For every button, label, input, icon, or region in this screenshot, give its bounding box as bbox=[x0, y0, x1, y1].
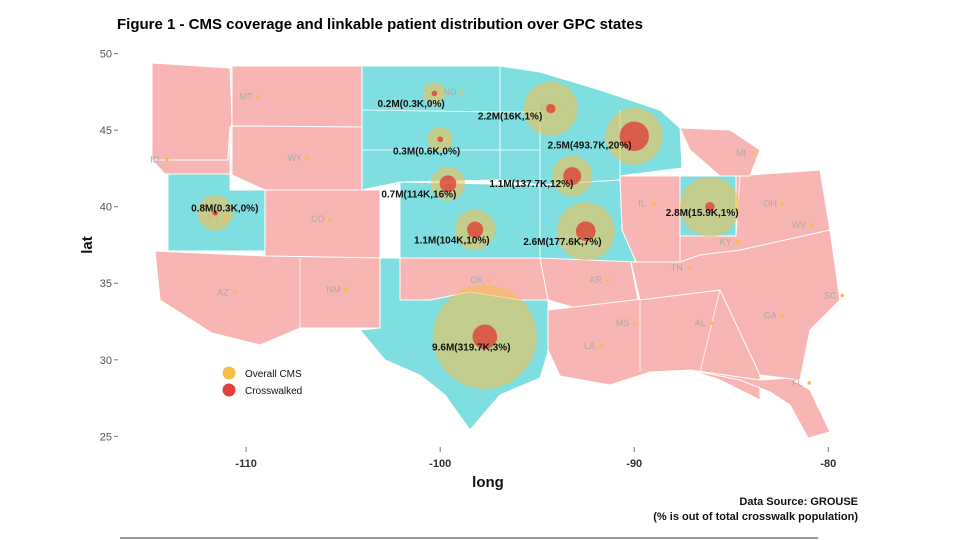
bubble-layer bbox=[197, 81, 740, 389]
state-abbr-id: ID bbox=[150, 154, 160, 164]
x-tick-label: -100 bbox=[429, 458, 451, 470]
y-tick-label: 50 bbox=[100, 49, 112, 61]
state-abbr-ar: AR bbox=[589, 275, 602, 285]
x-tick-label: -110 bbox=[235, 458, 256, 470]
state-abbr-fl: FL bbox=[792, 378, 803, 388]
legend: Overall CMS Crosswalked bbox=[222, 366, 302, 397]
state-point-ky bbox=[735, 240, 740, 244]
bubble-label-mo: 2.6M(177.6K,7%) bbox=[523, 237, 601, 248]
bubble-crosswalked-ne bbox=[439, 175, 457, 193]
y-tick-label: 45 bbox=[100, 125, 112, 137]
x-tick-label: -80 bbox=[820, 458, 836, 470]
bubble-label-ne: 0.7M(114K,16%) bbox=[381, 190, 456, 201]
bubble-crosswalked-nd bbox=[431, 90, 438, 97]
state-abbr-ky: KY bbox=[719, 237, 731, 247]
bubble-label-nd: 0.2M(0.3K,0%) bbox=[377, 99, 444, 110]
bubble-crosswalked-tx bbox=[472, 324, 498, 350]
bubble-label-tx: 9.6M(319.7K,3%) bbox=[432, 343, 510, 354]
state-point-az bbox=[233, 290, 237, 295]
bubble-label-ks: 1.1M(104K,10%) bbox=[414, 235, 490, 246]
state-point-wv bbox=[809, 223, 813, 227]
state-polygons bbox=[150, 62, 841, 439]
bubble-label-ia: 1.1M(137.7K,12%) bbox=[489, 179, 573, 190]
data-labels: 0.2M(0.3K,0%) 0.3M(0.6K,0%) 2.2M(16K,1%) 2.… bbox=[191, 99, 738, 353]
bubble-crosswalked-ut bbox=[212, 210, 218, 216]
data-source-line-2: (% is out of total crosswalk population) bbox=[653, 511, 858, 523]
bubble-label-sd: 0.3M(0.6K,0%) bbox=[393, 147, 460, 158]
y-axis-title: lat bbox=[79, 236, 96, 254]
state-point-il bbox=[652, 201, 656, 206]
state-point-sc bbox=[840, 293, 845, 298]
state-abbr-co: CO bbox=[311, 214, 325, 224]
bubble-label-wi: 2.5M(493.7K,20%) bbox=[548, 141, 632, 152]
state-point-ms bbox=[632, 321, 637, 325]
x-axis: -110 -100 -90 -80 bbox=[235, 447, 836, 470]
bubble-crosswalked-sd bbox=[437, 136, 444, 143]
state-abbr-ok: OK bbox=[471, 275, 484, 285]
y-tick-label: 40 bbox=[100, 202, 112, 214]
legend-crosswalked-swatch bbox=[222, 383, 236, 397]
state-mi bbox=[679, 127, 761, 177]
state-abbr-nd: ND bbox=[443, 87, 456, 97]
state-point-fl bbox=[807, 381, 812, 385]
y-tick-label: 35 bbox=[100, 278, 112, 290]
bubble-label-in: 2.8M(15.9K,1%) bbox=[666, 208, 739, 219]
state-abbr-az: AZ bbox=[217, 287, 229, 297]
legend-overall-swatch bbox=[222, 366, 236, 380]
state-point-al bbox=[710, 321, 715, 325]
legend-crosswalked-label: Crosswalked bbox=[245, 386, 302, 397]
state-point-nd bbox=[460, 90, 464, 94]
state-point-tn bbox=[687, 266, 691, 270]
state-id bbox=[150, 125, 231, 175]
state-point-ar bbox=[605, 278, 610, 283]
data-source-line-1: Data Source: GROUSE bbox=[739, 496, 858, 508]
bubble-crosswalked-in bbox=[705, 202, 715, 212]
y-tick-label: 30 bbox=[100, 355, 112, 367]
bubble-crosswalked-ks bbox=[467, 221, 484, 238]
state-point-mt bbox=[256, 94, 260, 99]
x-axis-title: long bbox=[472, 474, 504, 491]
state-point-id bbox=[165, 157, 169, 162]
state-abbr-ga: GA bbox=[764, 310, 777, 320]
y-tick-label: 25 bbox=[100, 431, 112, 443]
figure-title: Figure 1 - CMS coverage and linkable pat… bbox=[117, 16, 643, 33]
bubble-crosswalked-ia bbox=[563, 167, 582, 186]
state-abbr-la: LA bbox=[584, 341, 595, 351]
state-point-ok bbox=[487, 278, 491, 283]
y-axis: 25 30 35 40 45 50 bbox=[100, 49, 118, 443]
state-abbr-oh: OH bbox=[763, 199, 777, 209]
state-abbr-wy: WY bbox=[287, 153, 302, 163]
state-abbr-wv: WV bbox=[792, 220, 807, 230]
x-tick-label: -90 bbox=[626, 458, 642, 470]
state-wa-or-region bbox=[151, 62, 233, 177]
state-fl bbox=[689, 369, 831, 439]
state-point-oh bbox=[780, 201, 784, 206]
state-point-mi bbox=[751, 151, 755, 155]
state-point-nm bbox=[343, 287, 348, 292]
state-abbr-al: AL bbox=[695, 318, 706, 328]
state-abbr-tn: TN bbox=[671, 263, 683, 273]
state-az-nm bbox=[154, 250, 381, 346]
state-point-co bbox=[328, 217, 332, 221]
bubble-crosswalked-mo bbox=[575, 221, 596, 242]
bubble-crosswalked-mn bbox=[546, 104, 556, 114]
state-abbr-il: IL bbox=[638, 199, 646, 209]
state-point-ga bbox=[780, 313, 784, 318]
state-abbr-mi: MI bbox=[736, 148, 746, 158]
legend-overall-label: Overall CMS bbox=[245, 369, 302, 380]
state-abbr-nm: NM bbox=[326, 284, 340, 294]
state-point-la bbox=[599, 344, 604, 348]
bubble-crosswalked-wi bbox=[619, 121, 649, 151]
bubble-label-mn: 2.2M(16K,1%) bbox=[478, 111, 542, 122]
state-abbr-ms: MS bbox=[616, 318, 630, 328]
state-point-wy bbox=[304, 155, 309, 160]
bubble-label-ut: 0.8M(0.3K,0%) bbox=[191, 203, 258, 214]
state-abbr-sc: SC bbox=[824, 291, 837, 301]
state-abbr-mt: MT bbox=[240, 92, 253, 102]
